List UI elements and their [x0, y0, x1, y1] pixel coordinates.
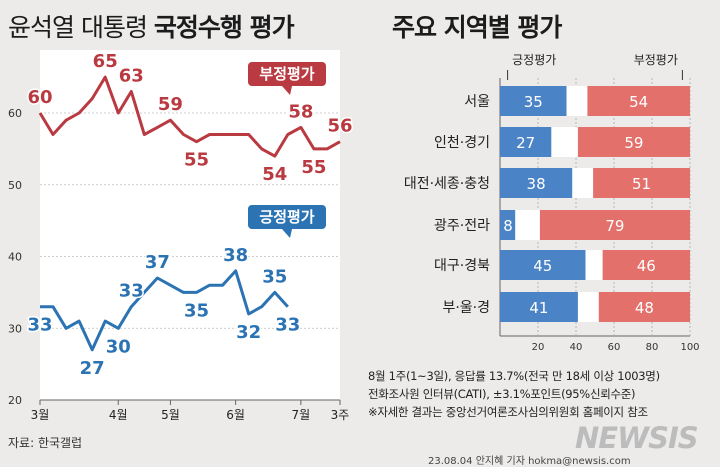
x-tick-label: 5월: [161, 408, 180, 422]
data-label: 33: [275, 315, 300, 336]
data-label: 35: [262, 266, 287, 287]
negative-legend-box: [248, 62, 326, 86]
positive-value: 41: [529, 299, 548, 317]
region-label: 부·울·경: [442, 300, 490, 316]
positive-bar: [500, 127, 552, 157]
y-tick-label: 30: [8, 322, 22, 335]
positive-value: 27: [516, 134, 535, 152]
region-label: 대구·경북: [434, 258, 490, 274]
positive-line: [40, 269, 289, 352]
region-label: 서울: [464, 94, 490, 110]
negative-column-header: 부정평가: [634, 53, 678, 67]
positive-value: 8: [503, 217, 513, 235]
data-label: 54: [262, 164, 287, 185]
newsis-logo: NEWSIS: [575, 421, 699, 455]
negative-value: 59: [624, 134, 643, 152]
x-tick-label: 7월: [292, 408, 311, 422]
positive-bar: [500, 292, 578, 322]
source-note: 자료: 한국갤럽: [8, 436, 83, 450]
negative-bar: [593, 168, 690, 198]
y-tick-label: 40: [8, 251, 22, 264]
bar-x-tick-label: 20: [532, 342, 545, 353]
right-chart-title: 주요 지역별 평가: [392, 13, 562, 42]
positive-bar: [500, 250, 586, 280]
positive-legend-pointer: [282, 229, 292, 238]
bar-x-tick-label: 60: [608, 342, 621, 353]
data-label: 32: [236, 322, 261, 343]
x-tick-label: 3월: [31, 408, 50, 422]
data-label: 37: [145, 252, 170, 273]
data-label: 38: [223, 245, 248, 266]
note-line: 8월 1주(1~3일), 응답률 13.7%(전국 만 18세 이상 1003명…: [368, 369, 660, 383]
negative-bar: [598, 292, 690, 322]
positive-bar: [500, 168, 573, 198]
positive-legend-text: 긍정평가: [259, 208, 314, 226]
positive-bar: [500, 86, 567, 116]
negative-value: 46: [637, 257, 656, 275]
data-label: 55: [301, 157, 326, 178]
data-label: 65: [93, 51, 118, 72]
positive-value: 35: [524, 93, 543, 111]
positive-column-header: 긍정평가: [512, 53, 556, 67]
region-label: 인천·경기: [434, 135, 490, 151]
y-tick-label: 60: [8, 107, 22, 120]
title-bold: 국정수행 평가: [153, 13, 295, 42]
title-regular: 윤석열 대통령: [8, 13, 148, 42]
positive-bar: [500, 210, 516, 240]
x-tick-label: 4월: [109, 408, 128, 422]
negative-legend-text: 부정평가: [259, 65, 314, 83]
negative-bar: [587, 86, 690, 116]
note-line: ※자세한 결과는 중앙선거여론조사심의위원회 홈페이지 참조: [368, 405, 648, 419]
negative-bar: [539, 210, 690, 240]
negative-value: 54: [629, 93, 648, 111]
negative-line: [38, 75, 341, 158]
x-tick-label: 6월: [226, 408, 245, 422]
data-label: 33: [27, 315, 52, 336]
data-label: 58: [288, 101, 313, 122]
positive-legend-box: [248, 205, 326, 229]
data-label: 59: [158, 94, 183, 115]
region-label: 광주·전라: [434, 218, 490, 234]
left-chart-title: 윤석열 대통령 국정수행 평가: [8, 8, 295, 44]
data-label: 33: [119, 281, 144, 302]
x-tick-label: 3주: [331, 408, 350, 422]
negative-legend-pointer: [282, 86, 292, 95]
bar-x-tick-label: 40: [570, 342, 583, 353]
negative-value: 51: [632, 175, 651, 193]
data-label: 56: [327, 116, 352, 137]
y-tick-label: 20: [8, 394, 22, 407]
data-label: 30: [106, 336, 131, 357]
data-label: 60: [27, 87, 52, 108]
negative-bar: [577, 127, 690, 157]
positive-value: 38: [527, 175, 546, 193]
data-label: 35: [184, 300, 209, 321]
negative-value: 48: [635, 299, 654, 317]
bar-x-tick-label: 80: [646, 342, 659, 353]
negative-value: 79: [605, 217, 624, 235]
y-tick-label: 50: [8, 179, 22, 192]
data-label: 55: [184, 150, 209, 171]
note-line: 전화조사원 인터뷰(CATI), ±3.1%포인트(95%신뢰수준): [368, 387, 636, 401]
negative-bar: [602, 250, 690, 280]
region-label: 대전·세종·충청: [404, 176, 490, 192]
data-label: 27: [80, 358, 105, 379]
data-label: 63: [119, 65, 144, 86]
bar-x-tick-label: 100: [680, 342, 699, 353]
credit-line: 23.08.04 안지혜 기자 hokma@newsis.com: [428, 456, 631, 467]
survey-notes: 8월 1주(1~3일), 응답률 13.7%(전국 만 18세 이상 1003명…: [368, 367, 660, 421]
positive-value: 45: [533, 257, 552, 275]
